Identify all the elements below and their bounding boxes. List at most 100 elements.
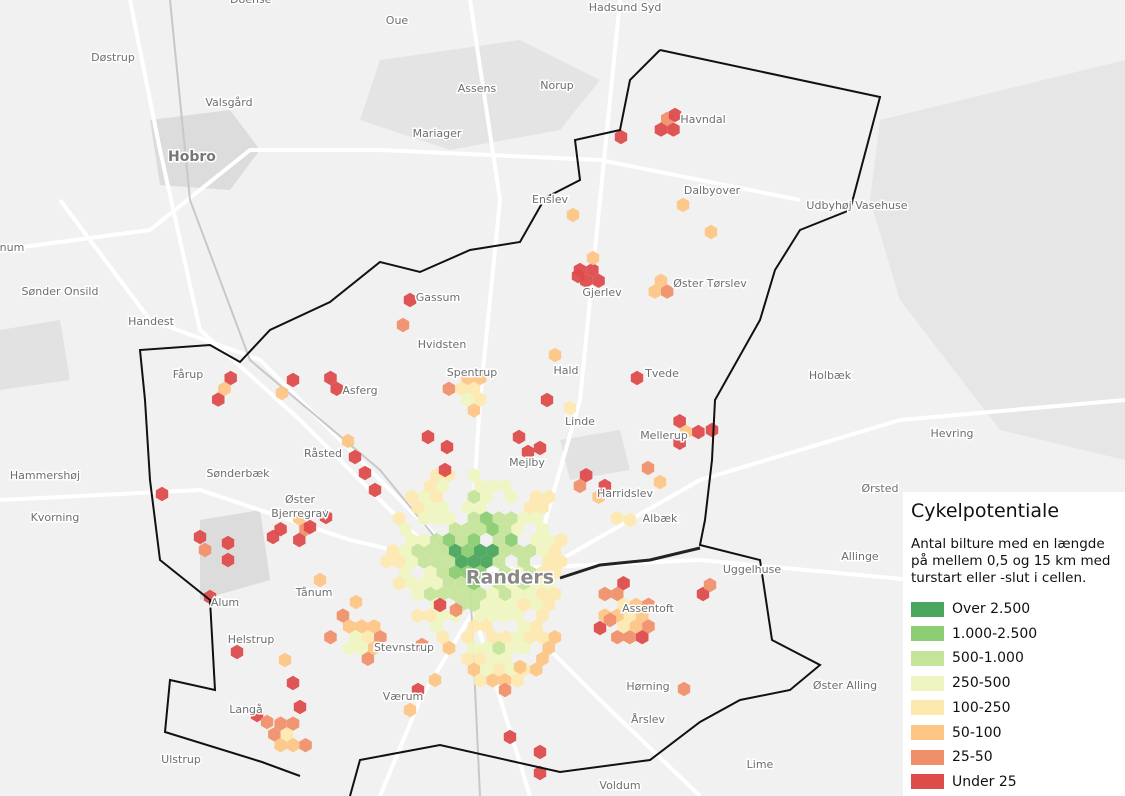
hex-cell <box>436 608 449 623</box>
hex-cell <box>536 586 549 602</box>
hex-cell <box>486 543 499 558</box>
hex-cell <box>349 594 363 610</box>
place-label: Asferg <box>342 384 377 397</box>
hex-cell <box>505 532 518 548</box>
hex-cell <box>548 630 562 645</box>
hex-cell <box>274 738 287 753</box>
place-label: Kvorning <box>31 511 80 524</box>
hex-cell <box>505 576 518 591</box>
hex-cell <box>367 640 381 656</box>
hex-cell <box>274 716 287 731</box>
place-label: Mellerup <box>640 429 688 442</box>
hex-cell <box>355 640 368 656</box>
hex-cell <box>623 512 637 528</box>
hex-cell <box>286 372 300 388</box>
hex-cell <box>692 424 705 440</box>
hex-cell <box>480 511 493 526</box>
hex-cell <box>461 565 474 580</box>
hex-cell <box>430 511 443 526</box>
hex-cell <box>405 576 418 591</box>
place-label: Allinge <box>841 550 879 563</box>
hex-cell <box>566 207 580 223</box>
legend-item: 500-1.000 <box>911 649 1024 667</box>
hex-cell <box>286 716 300 731</box>
hex-cell <box>473 522 487 537</box>
hex-cell <box>586 250 600 266</box>
hex-cell <box>349 630 362 645</box>
place-label: Råsted <box>304 447 342 460</box>
hex-cell <box>392 576 406 591</box>
hex-cell <box>411 586 424 602</box>
hex-cell <box>676 197 690 213</box>
hex-cell <box>293 532 306 548</box>
legend: Cykelpotentiale Antal bilture med en læn… <box>903 492 1125 796</box>
hex-cell <box>492 554 506 569</box>
hex-cell <box>642 597 655 612</box>
place-label: Langå <box>229 703 263 716</box>
hex-cell <box>617 619 630 634</box>
legend-swatch <box>911 700 944 716</box>
hex-cell <box>473 543 487 558</box>
hex-cell <box>348 449 362 465</box>
hex-cell <box>498 651 512 666</box>
hex-cell <box>467 640 481 656</box>
hex-cell <box>653 474 667 490</box>
hex-cell <box>548 543 562 558</box>
hex-cell <box>473 478 487 494</box>
legend-label: 1.000-2.500 <box>952 625 1038 642</box>
hex-cell <box>433 597 447 613</box>
hex-cell <box>473 651 487 666</box>
hex-cell <box>268 727 281 742</box>
hex-layer <box>155 107 719 781</box>
hex-cell <box>342 640 356 656</box>
hex-cell <box>473 392 487 407</box>
hex-cell <box>548 586 562 602</box>
hex-cell <box>436 543 449 558</box>
hex-cell <box>704 224 718 240</box>
legend-label: 100-250 <box>952 699 1011 716</box>
hex-cell <box>313 572 327 588</box>
hex-cell <box>540 392 554 408</box>
hex-cell <box>417 554 431 569</box>
hex-cell <box>542 489 556 505</box>
hex-cell <box>530 489 543 504</box>
place-label: Gassum <box>416 291 460 304</box>
hex-cell <box>498 478 512 494</box>
hex-cell <box>542 554 555 569</box>
hex-cell <box>399 522 412 537</box>
hex-cell <box>492 576 506 591</box>
place-label: Dalbyover <box>684 184 741 197</box>
hex-cell <box>498 630 512 645</box>
hex-cell <box>224 370 237 386</box>
place-label: Holbæk <box>809 369 852 382</box>
place-label: Bjerregrav <box>271 507 329 520</box>
hex-cell <box>703 577 717 593</box>
hex-cell <box>430 532 443 548</box>
hex-cell <box>629 619 643 634</box>
place-label: Valsgård <box>205 96 252 109</box>
railway <box>169 0 481 796</box>
hex-cell <box>417 576 431 591</box>
hex-cell <box>614 129 628 145</box>
place-label: Mariager <box>413 127 462 140</box>
hex-cell <box>448 522 462 537</box>
place-label: Sønder Onsild <box>22 285 99 298</box>
hex-cell <box>430 576 443 591</box>
place-label: Alum <box>211 596 239 609</box>
legend-item: 250-500 <box>911 674 1011 692</box>
hex-cell <box>461 586 474 602</box>
hex-cell <box>636 608 649 623</box>
hex-cell <box>533 440 547 456</box>
hex-cell <box>548 565 562 580</box>
hex-cell <box>480 554 493 569</box>
place-label: Øster Tørslev <box>673 277 747 290</box>
hex-cell <box>512 429 526 445</box>
hex-cell <box>498 565 512 580</box>
hex-cell <box>421 429 435 445</box>
hex-cell <box>579 468 593 483</box>
hex-cell <box>392 554 406 569</box>
hex-cell <box>480 619 493 634</box>
hex-cell <box>511 630 524 645</box>
hex-cell <box>530 619 543 634</box>
